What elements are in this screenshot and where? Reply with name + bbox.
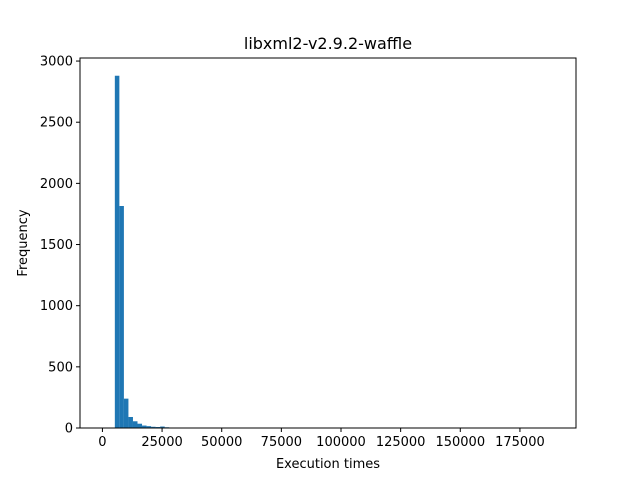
histogram-bar [160,426,165,428]
chart-title: libxml2-v2.9.2-waffle [244,34,412,53]
x-tick-label: 50000 [201,435,242,450]
histogram-bar [123,398,129,428]
y-tick-label: 1000 [40,299,73,314]
histogram-bar [119,206,124,428]
histogram-bar [151,426,156,428]
histogram-bar [146,426,152,428]
x-axis: 0 25000 50000 75000 100000 125000 150000 175000 [98,428,545,450]
plot-area [79,57,577,429]
y-axis-label: Frequency [16,209,31,276]
x-tick-label: 100000 [316,435,366,450]
x-axis-label: Execution times [276,457,380,472]
y-tick-label: 1500 [40,238,73,253]
x-tick-label: 0 [98,435,106,450]
histogram-bar [137,423,143,428]
histogram-bar [132,421,138,428]
y-tick-label: 3000 [40,55,73,70]
bars-group [114,75,206,428]
x-tick-label: 175000 [495,435,545,450]
x-tick-label: 150000 [435,435,485,450]
histogram-bar [142,425,147,428]
y-tick-label: 2000 [40,177,73,192]
y-tick-label: 500 [48,360,73,375]
y-tick-label: 0 [65,422,73,437]
histogram-bar [128,416,133,428]
plot-frame [79,57,577,429]
y-axis: 0 500 1000 1500 2000 2500 3000 [40,55,80,437]
histogram-bar [114,75,120,428]
x-tick-label: 125000 [376,435,426,450]
x-tick-label: 75000 [261,435,302,450]
x-tick-label: 25000 [141,435,182,450]
y-tick-label: 2500 [40,116,73,131]
